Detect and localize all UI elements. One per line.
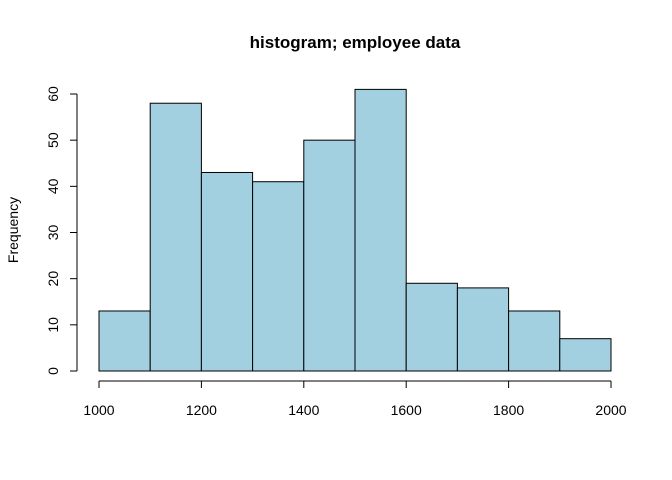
bars-group — [98, 88, 612, 372]
y-tick-label: 40 — [45, 178, 61, 194]
histogram-bar — [303, 139, 356, 372]
histogram-bar — [252, 181, 305, 372]
histogram-bar — [456, 287, 510, 372]
y-tick-label: 60 — [45, 86, 61, 102]
y-axis: 0 10 20 30 40 50 60 — [45, 86, 78, 375]
histogram-bar — [559, 338, 612, 372]
y-tick-label: 50 — [45, 132, 61, 148]
histogram-bar — [200, 171, 254, 372]
histogram-bar — [508, 310, 561, 372]
x-axis: 1000 1200 1400 1600 1800 2000 — [83, 380, 627, 418]
histogram-bar — [149, 102, 202, 372]
x-tick-label: 2000 — [595, 402, 626, 418]
y-axis-title: Frequency — [5, 197, 21, 263]
x-tick-label: 1800 — [493, 402, 524, 418]
chart-title: histogram; employee data — [250, 33, 461, 52]
histogram-bar — [354, 88, 407, 372]
y-tick-label: 10 — [45, 317, 61, 333]
histogram-bar — [405, 282, 458, 372]
x-tick-label: 1000 — [83, 402, 114, 418]
histogram-bar — [98, 310, 151, 372]
x-tick-label: 1400 — [288, 402, 319, 418]
x-tick-label: 1200 — [186, 402, 217, 418]
y-tick-label: 0 — [45, 367, 61, 375]
x-tick-label: 1600 — [391, 402, 422, 418]
y-tick-label: 20 — [45, 271, 61, 287]
y-tick-label: 30 — [45, 225, 61, 241]
